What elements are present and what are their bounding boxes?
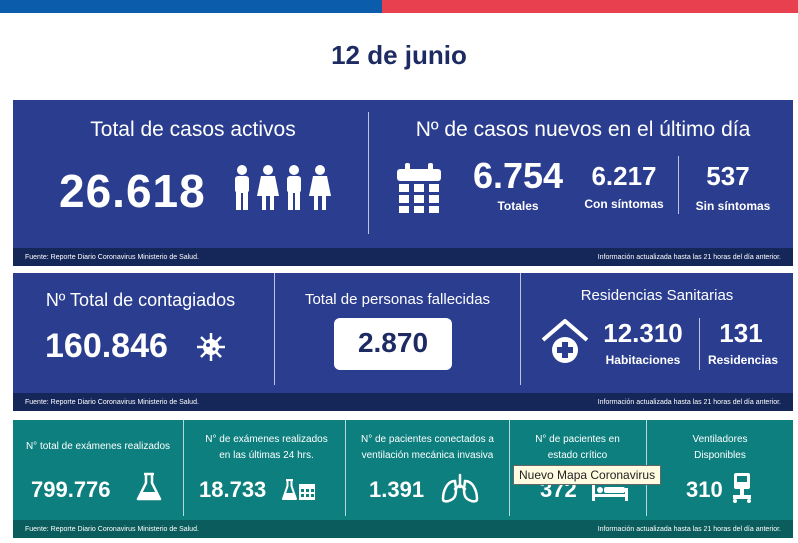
ventiladores-title-line1: Ventiladores <box>692 434 748 445</box>
residencias-value: 131 <box>719 318 763 348</box>
examenes-value: 799.776 <box>31 477 111 502</box>
with-symptoms-label: Con síntomas <box>584 197 664 211</box>
residencias-label: Residencias <box>707 353 779 367</box>
virus-icon <box>196 332 226 362</box>
without-symptoms-label: Sin síntomas <box>695 199 771 213</box>
active-cases-title: Total de casos activos <box>90 118 296 141</box>
map-tooltip: Nuevo Mapa Coronavirus <box>513 465 662 485</box>
habitaciones-label: Habitaciones <box>605 353 681 367</box>
house-cross-icon <box>541 318 589 366</box>
panel-2-divider-2 <box>520 273 521 385</box>
panel-active-and-new-cases: Total de casos activos 26.618 Nº de caso… <box>13 100 793 266</box>
panel-1-source: Fuente: Reporte Diario Coronavirus Minis… <box>25 253 199 261</box>
without-symptoms-value: 537 <box>706 161 750 191</box>
examenes24-title-line2: en las últimas 24 hrs. <box>219 450 314 461</box>
habitaciones-value: 12.310 <box>603 318 683 348</box>
panel-hospital-stats: N° total de exámenes realizados 799.776 … <box>13 420 793 538</box>
residencias-divider <box>699 318 700 370</box>
symptoms-divider <box>678 156 679 214</box>
panel-3-divider-2 <box>345 420 346 516</box>
panel-2-divider-1 <box>274 273 275 385</box>
top-bar-red <box>382 0 798 13</box>
panel-3-update: Información actualizada hasta las 21 hor… <box>597 525 781 533</box>
flask-icon <box>136 472 162 502</box>
panel-3-footer: Fuente: Reporte Diario Coronavirus Minis… <box>13 520 793 538</box>
fallecidos-value: 2.870 <box>357 327 429 358</box>
panel-1-update: Información actualizada hasta las 21 hor… <box>597 253 781 261</box>
bed-icon <box>591 480 629 502</box>
flask-calendar-icon <box>282 479 316 501</box>
residencias-title: Residencias Sanitarias <box>580 287 734 304</box>
panel-2-source: Fuente: Reporte Diario Coronavirus Minis… <box>25 398 199 406</box>
panel-2-update: Información actualizada hasta las 21 hor… <box>597 398 781 406</box>
ventiladores-title-line2: Disponibles <box>694 450 746 461</box>
examenes24-value: 18.733 <box>199 477 267 502</box>
with-symptoms-value: 6.217 <box>591 161 657 191</box>
ventilacion-title-line2: ventilación mecánica invasiva <box>361 450 494 461</box>
calendar-icon <box>396 163 442 213</box>
ventilacion-title-line1: N° de pacientes conectados a <box>361 434 494 445</box>
critico-title-line2: estado crítico <box>547 450 608 461</box>
contagiados-value: 160.846 <box>45 327 168 365</box>
panel-1-footer: Fuente: Reporte Diario Coronavirus Minis… <box>13 248 793 266</box>
critico-title-line1: N° de pacientes en <box>535 434 620 445</box>
panel-3-source: Fuente: Reporte Diario Coronavirus Minis… <box>25 525 199 533</box>
new-cases-title: Nº de casos nuevos en el último día <box>415 118 751 141</box>
new-cases-total-value: 6.754 <box>472 155 564 196</box>
top-color-bar <box>0 0 798 13</box>
people-icon <box>231 164 335 212</box>
examenes-title: N° total de exámenes realizados <box>25 441 171 452</box>
active-cases-value: 26.618 <box>59 165 206 217</box>
ventiladores-value: 310 <box>686 477 723 502</box>
top-bar-blue <box>0 0 382 13</box>
panel-3-divider-3 <box>509 420 510 516</box>
ventilacion-value: 1.391 <box>369 477 425 502</box>
fallecidos-title: Total de personas fallecidas <box>304 291 491 308</box>
ventilator-icon <box>731 472 753 504</box>
panel-1-divider <box>368 112 369 234</box>
new-cases-total-label: Totales <box>497 199 539 213</box>
panel-totals: Nº Total de contagiados 160.846 Total de… <box>13 273 793 411</box>
lungs-icon <box>441 473 479 503</box>
examenes24-title-line1: N° de exámenes realizados <box>205 434 328 445</box>
fallecidos-box <box>334 318 452 370</box>
panel-3-divider-1 <box>183 420 184 516</box>
page-title: 12 de junio <box>331 40 467 70</box>
contagiados-title: Nº Total de contagiados <box>45 290 236 310</box>
panel-2-footer: Fuente: Reporte Diario Coronavirus Minis… <box>13 393 793 411</box>
